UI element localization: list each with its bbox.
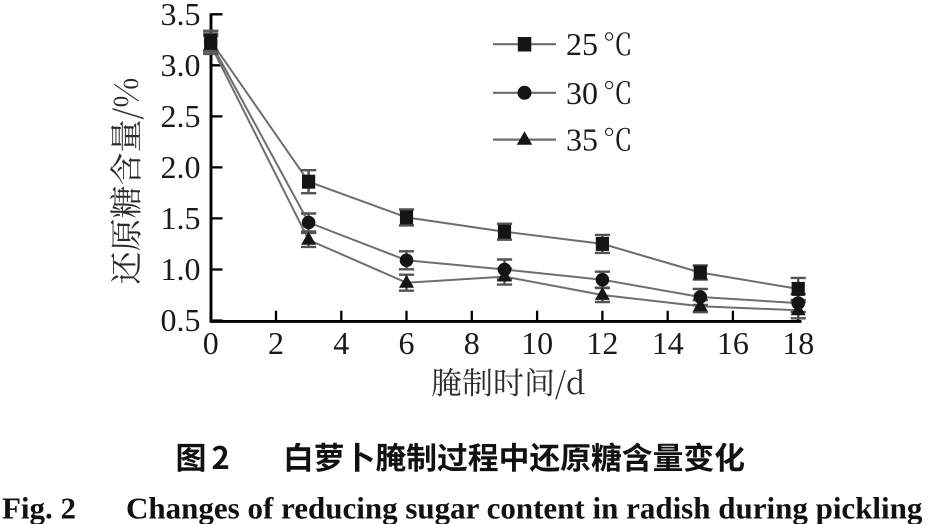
svg-text:6: 6	[399, 325, 415, 361]
svg-text:18: 18	[782, 325, 814, 361]
svg-text:2.0: 2.0	[161, 149, 201, 185]
svg-text:16: 16	[717, 325, 749, 361]
svg-text:1.0: 1.0	[161, 251, 201, 287]
svg-text:1.5: 1.5	[161, 200, 201, 236]
svg-text:0: 0	[203, 325, 219, 361]
svg-text:14: 14	[652, 325, 684, 361]
svg-text:25: 25	[566, 26, 598, 62]
svg-text:Fig. 2: Fig. 2	[2, 491, 76, 524]
svg-text:Changes of reducing sugar cont: Changes of reducing sugar content in rad…	[126, 491, 923, 524]
svg-text:4: 4	[333, 325, 349, 361]
svg-text:8: 8	[464, 325, 480, 361]
svg-text:2.5: 2.5	[161, 98, 201, 134]
svg-text:0.5: 0.5	[161, 302, 201, 338]
svg-text:12: 12	[586, 325, 618, 361]
svg-text:2: 2	[268, 325, 284, 361]
svg-text:3.0: 3.0	[161, 47, 201, 83]
svg-text:30: 30	[566, 75, 598, 111]
svg-text:35: 35	[566, 122, 598, 158]
svg-text:10: 10	[521, 325, 553, 361]
svg-text:3.5: 3.5	[161, 0, 201, 32]
